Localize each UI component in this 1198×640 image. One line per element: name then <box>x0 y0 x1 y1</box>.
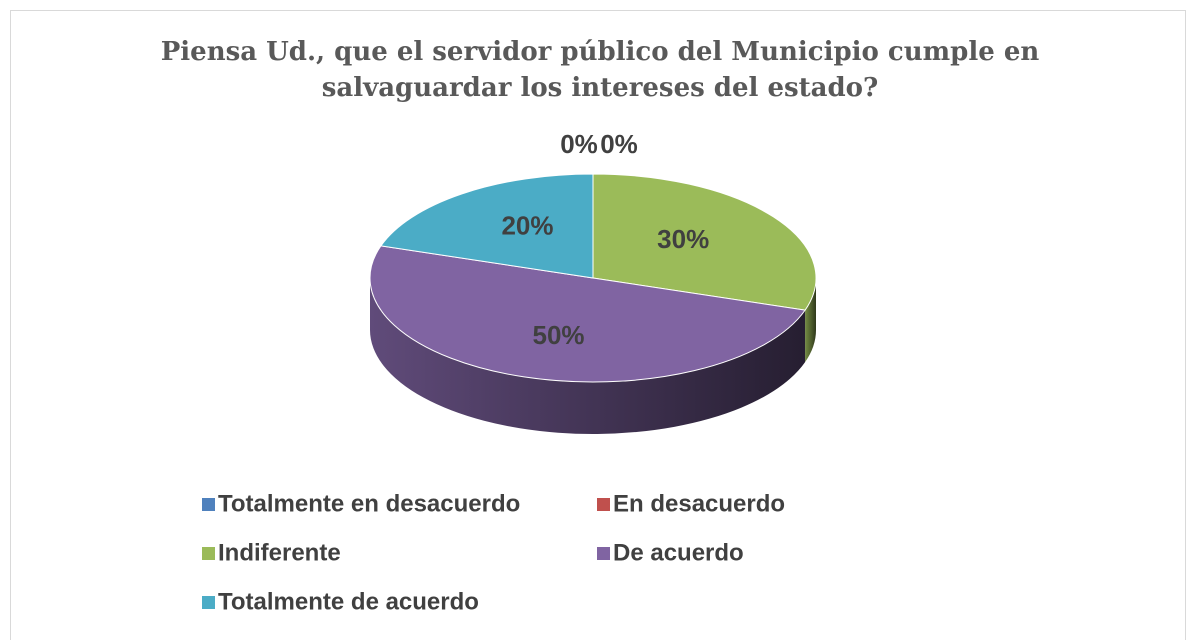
slice <box>369 245 806 383</box>
data-label: 30% <box>657 224 709 254</box>
data-label: 50% <box>533 320 585 350</box>
data-label: 20% <box>501 210 553 240</box>
legend-swatch <box>597 547 610 560</box>
legend-label: En desacuerdo <box>613 490 785 517</box>
chart-title: Piensa Ud., que el servidor público del … <box>160 37 1040 103</box>
data-label: 0% <box>560 129 598 159</box>
slice-side <box>805 278 816 363</box>
chart-frame <box>10 10 1186 640</box>
slice-side <box>370 278 806 435</box>
data-label: 0% <box>600 129 638 159</box>
legend-label: Totalmente de acuerdo <box>218 588 479 615</box>
legend-swatch <box>202 498 215 511</box>
legend-swatch <box>597 498 610 511</box>
legend-label: Totalmente en desacuerdo <box>218 490 520 517</box>
slice <box>592 173 817 311</box>
legend-swatch <box>202 596 215 609</box>
legend-label: Indiferente <box>218 539 341 566</box>
slice <box>380 173 594 279</box>
legend-swatch <box>202 547 215 560</box>
legend-label: De acuerdo <box>613 539 744 566</box>
